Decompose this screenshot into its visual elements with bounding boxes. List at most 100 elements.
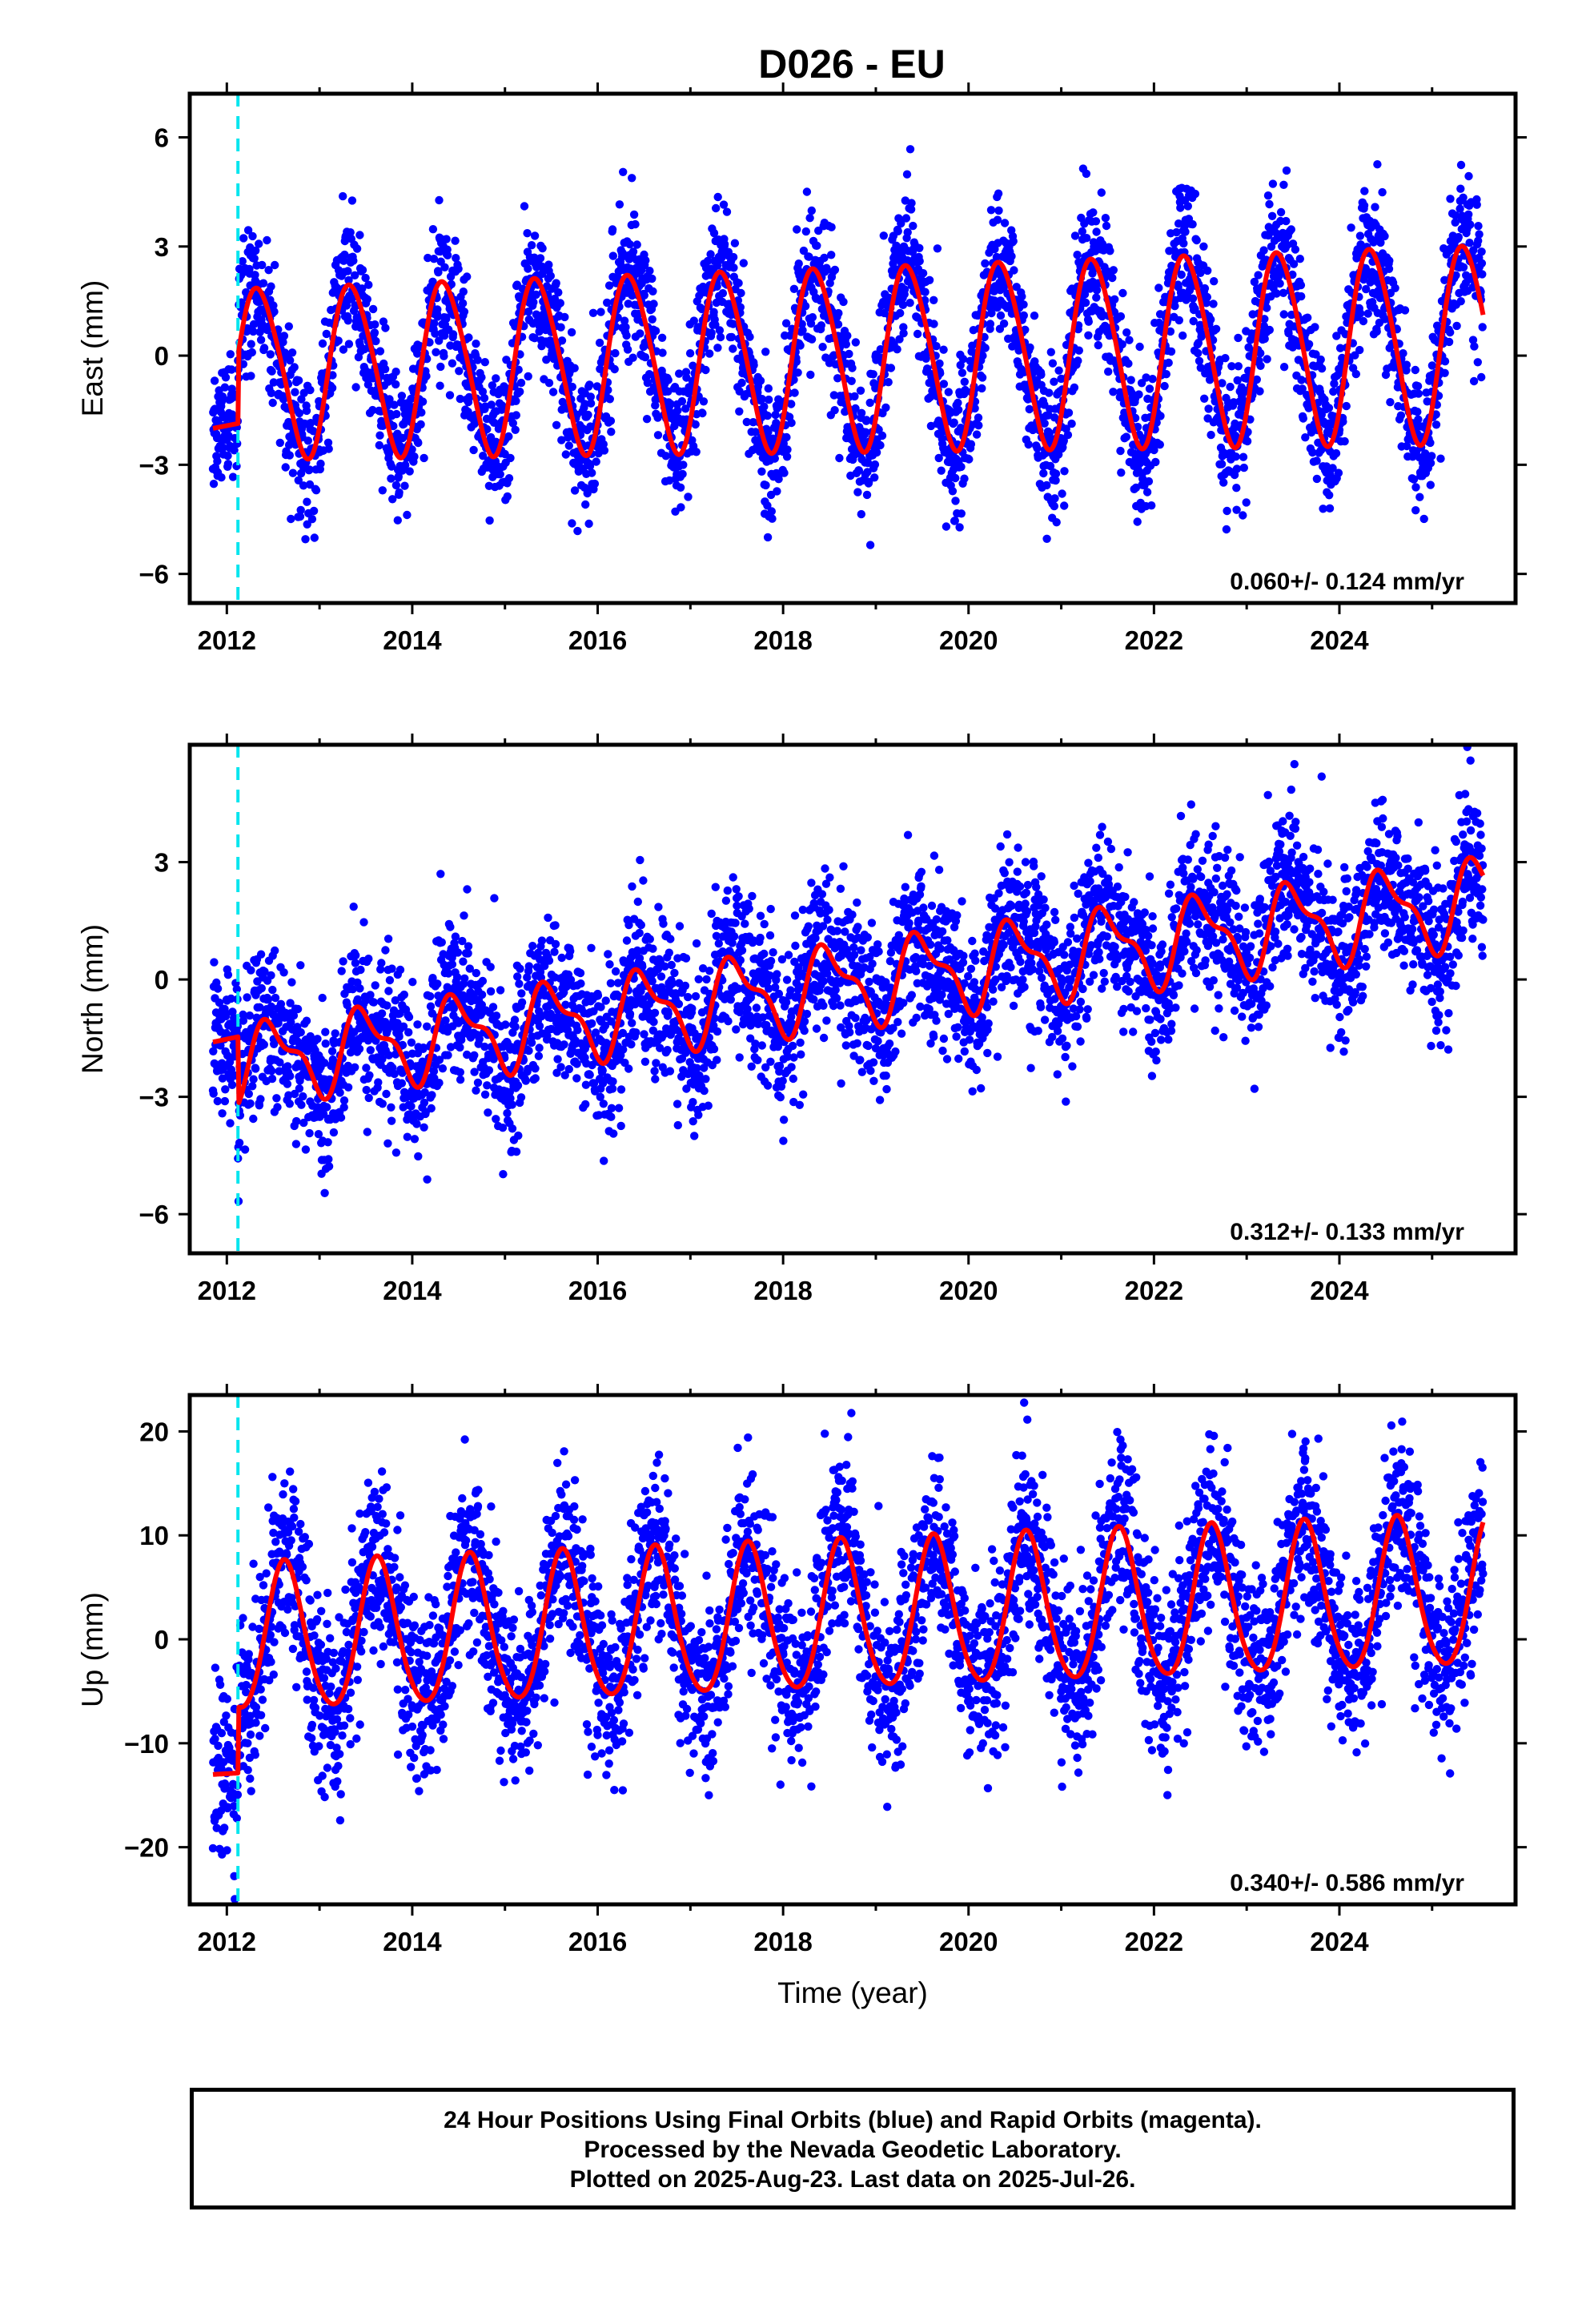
east-data-point: [735, 387, 744, 396]
east-data-point: [1045, 388, 1054, 397]
east-data-point: [1477, 259, 1487, 267]
east-data-point: [1282, 216, 1291, 226]
east-data-point: [1299, 414, 1308, 423]
east-data-point: [1109, 388, 1118, 396]
east-data-point: [1456, 184, 1465, 193]
east-data-point: [1174, 316, 1184, 325]
east-data-point: [722, 207, 732, 216]
east-data-point: [661, 452, 670, 460]
east-data-point: [782, 432, 791, 442]
north-data-point: [460, 974, 469, 983]
east-data-point: [677, 503, 685, 512]
north-data-point: [222, 1029, 231, 1038]
east-data-point: [512, 411, 520, 420]
east-data-point: [219, 443, 227, 452]
north-data-point: [239, 1016, 248, 1025]
north-data-point: [464, 942, 473, 951]
north-data-point: [448, 960, 457, 969]
east-data-point: [281, 463, 290, 472]
east-data-point: [343, 316, 352, 325]
east-data-point: [999, 319, 1009, 328]
east-data-point: [677, 396, 687, 406]
east-data-point: [268, 398, 277, 408]
east-data-point: [352, 244, 362, 253]
east-data-point: [1427, 452, 1436, 460]
east-data-point: [691, 420, 700, 429]
east-data-point: [994, 189, 1003, 198]
east-data-point: [830, 265, 840, 275]
north-data-point: [218, 1074, 227, 1083]
east-data-point: [1033, 444, 1042, 452]
east-data-point: [1070, 231, 1080, 240]
east-data-point: [1475, 230, 1484, 239]
east-data-point: [1260, 315, 1269, 324]
north-data-point: [349, 903, 358, 911]
east-data-point: [1411, 483, 1420, 492]
east-data-point: [833, 320, 843, 329]
east-data-point: [901, 214, 911, 223]
east-data-point: [1058, 489, 1066, 498]
east-data-point: [1384, 264, 1394, 273]
east-data-point: [223, 460, 233, 468]
east-data-point: [429, 255, 439, 263]
east-data-point: [785, 331, 794, 340]
east-data-point: [1242, 498, 1251, 507]
east-data-point: [249, 327, 258, 336]
east-data-point: [295, 408, 304, 418]
east-data-point: [1051, 476, 1060, 485]
north-data-point: [363, 1128, 371, 1136]
east-data-point: [771, 410, 780, 420]
east-data-point: [544, 260, 553, 269]
east-data-point: [729, 320, 737, 328]
east-data-point: [845, 349, 853, 359]
east-data-point: [1396, 411, 1406, 420]
east-data-point: [736, 303, 745, 312]
east-data-point: [1142, 373, 1150, 382]
east-data-point: [1021, 325, 1030, 334]
east-data-point: [435, 336, 444, 345]
east-data-point: [359, 332, 367, 340]
north-data-point: [413, 1020, 422, 1029]
east-data-point: [709, 228, 719, 238]
east-data-point: [473, 356, 482, 364]
east-data-point: [408, 445, 416, 454]
east-data-point: [820, 253, 829, 263]
east-data-point: [532, 290, 540, 300]
east-data-point: [787, 400, 796, 408]
north-data-point: [243, 993, 251, 1002]
east-x-tick-label: 2016: [568, 625, 627, 655]
east-data-point: [334, 336, 343, 345]
east-data-point: [1102, 221, 1111, 231]
north-data-point: [470, 1051, 479, 1060]
north-data-point: [210, 958, 219, 967]
east-data-point: [1466, 220, 1475, 229]
east-data-point: [588, 308, 598, 317]
north-data-point: [215, 998, 224, 1007]
east-data-point: [960, 377, 970, 386]
east-data-point: [506, 453, 515, 463]
north-data-point: [286, 1072, 295, 1080]
north-data-point: [313, 1035, 322, 1043]
east-data-point: [861, 428, 870, 436]
north-data-point: [324, 1162, 334, 1171]
east-data-point: [856, 386, 865, 395]
east-data-point: [793, 225, 801, 234]
east-data-point: [872, 448, 881, 457]
east-data-point: [1203, 266, 1212, 275]
east-data-point: [583, 489, 592, 498]
east-data-point: [622, 331, 631, 340]
north-data-point: [473, 1078, 483, 1088]
north-data-point: [383, 1001, 391, 1010]
east-data-point: [653, 431, 663, 440]
north-data-point: [247, 966, 255, 975]
east-data-point: [729, 263, 738, 272]
north-data-point: [256, 950, 266, 959]
east-data-point: [1134, 390, 1143, 399]
east-data-point: [1243, 428, 1252, 436]
east-data-point: [606, 416, 616, 425]
east-data-point: [706, 250, 715, 259]
east-data-point: [701, 365, 710, 375]
east-data-point: [503, 492, 512, 501]
north-data-point: [503, 1108, 512, 1118]
east-data-point: [972, 430, 982, 439]
